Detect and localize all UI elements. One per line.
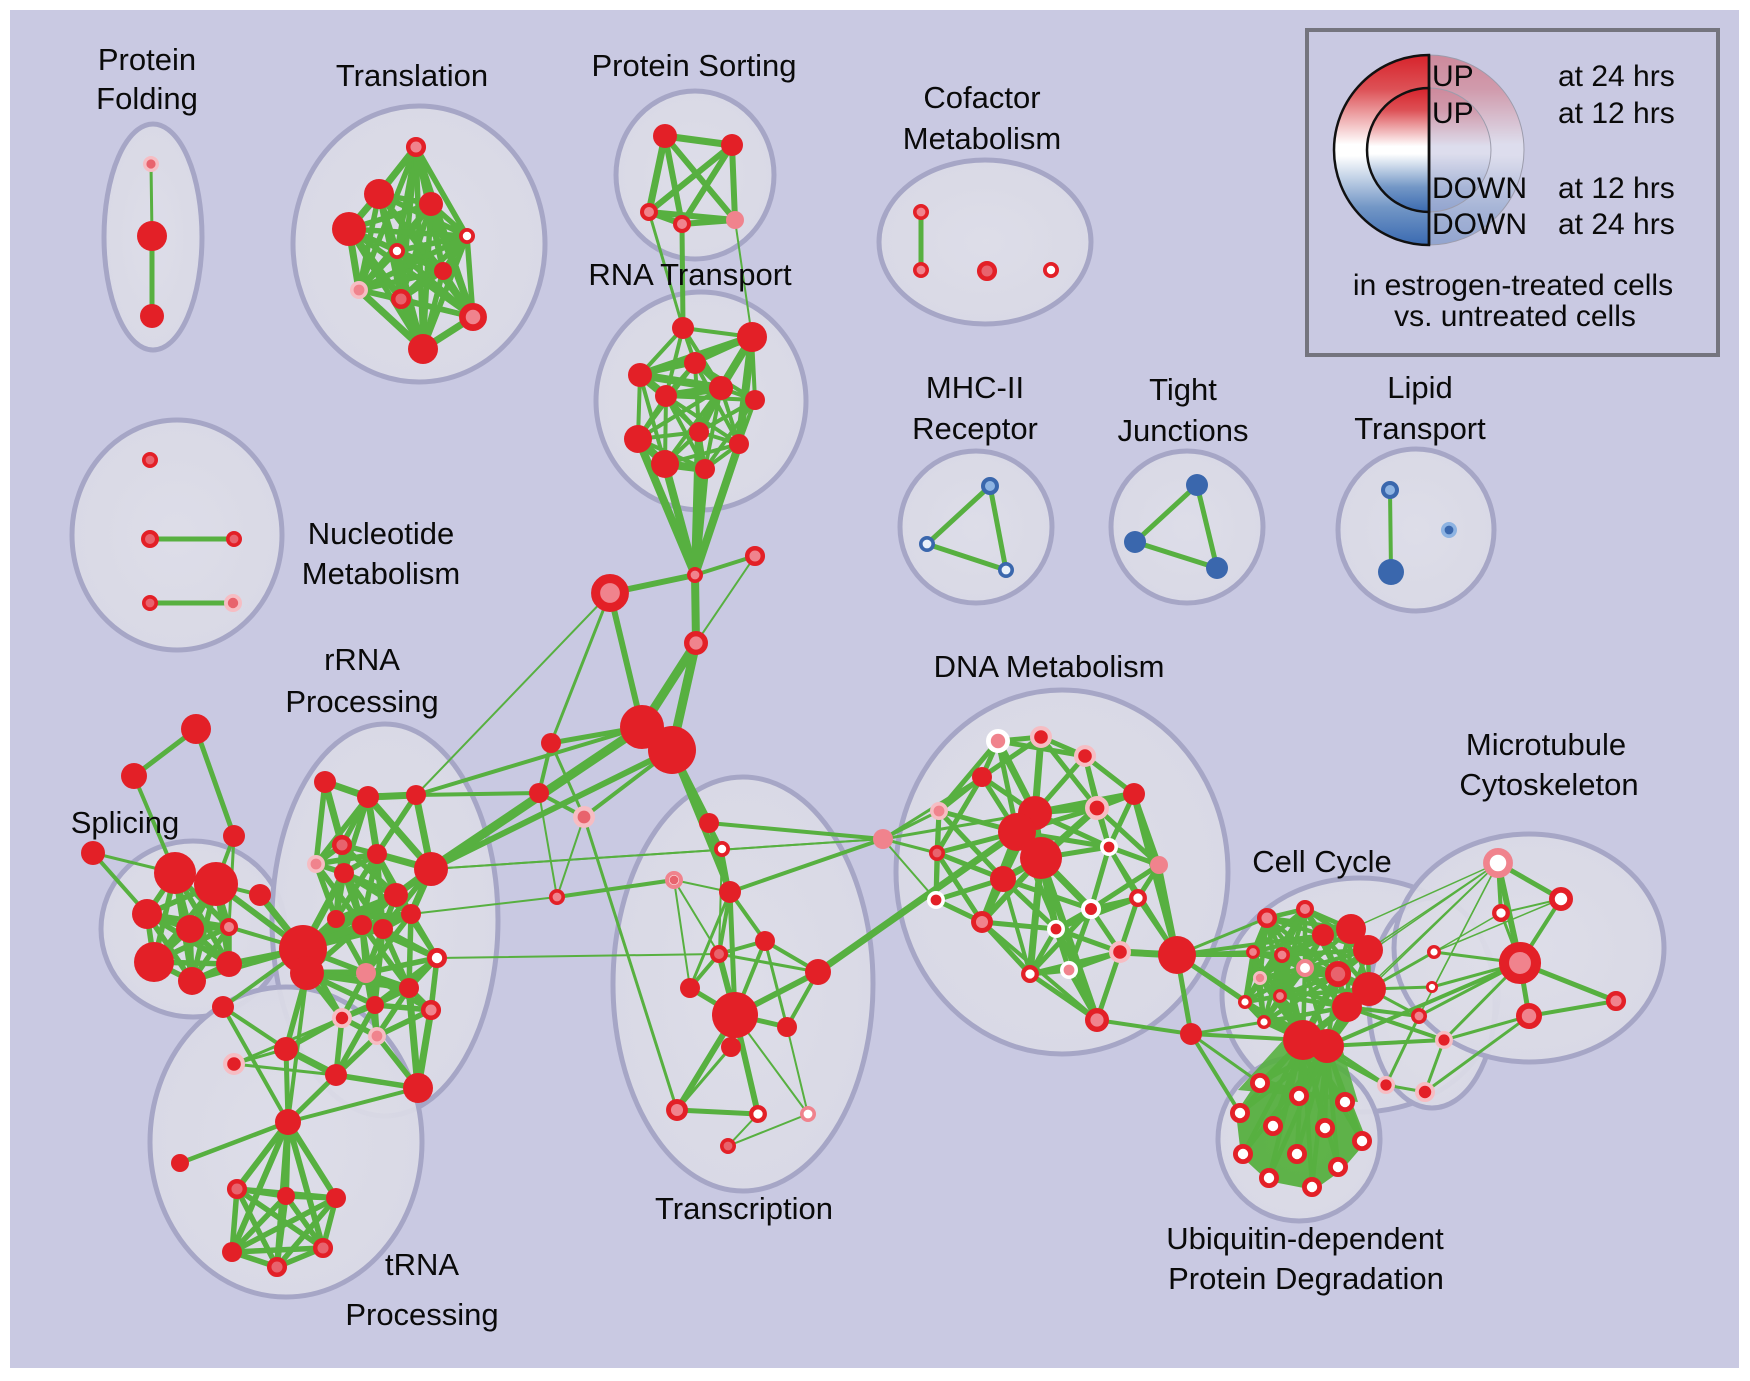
svg-text:Translation: Translation <box>336 58 488 93</box>
svg-text:Tight: Tight <box>1149 372 1217 407</box>
svg-text:Cell Cycle: Cell Cycle <box>1252 844 1392 879</box>
svg-text:vs. untreated cells: vs. untreated cells <box>1394 300 1636 333</box>
svg-text:Ubiquitin-dependent: Ubiquitin-dependent <box>1166 1221 1444 1256</box>
svg-text:Microtubule: Microtubule <box>1466 727 1626 762</box>
svg-text:tRNA: tRNA <box>385 1247 459 1282</box>
svg-text:at 24 hrs: at 24 hrs <box>1558 208 1675 241</box>
svg-text:rRNA: rRNA <box>324 642 400 677</box>
svg-text:Transcription: Transcription <box>655 1191 833 1226</box>
svg-text:in estrogen-treated cells: in estrogen-treated cells <box>1353 269 1673 302</box>
svg-text:at 24 hrs: at 24 hrs <box>1558 60 1675 93</box>
svg-text:Receptor: Receptor <box>912 411 1038 446</box>
svg-text:Junctions: Junctions <box>1118 413 1249 448</box>
svg-text:UP: UP <box>1432 97 1474 130</box>
svg-text:DNA Metabolism: DNA Metabolism <box>934 649 1165 684</box>
svg-text:at 12 hrs: at 12 hrs <box>1558 172 1675 205</box>
svg-text:Metabolism: Metabolism <box>302 556 461 591</box>
svg-text:Folding: Folding <box>96 81 198 116</box>
svg-text:Protein Degradation: Protein Degradation <box>1168 1261 1444 1296</box>
svg-text:Transport: Transport <box>1354 411 1486 446</box>
svg-text:Lipid: Lipid <box>1387 370 1453 405</box>
svg-text:Protein Sorting: Protein Sorting <box>591 48 796 83</box>
svg-text:Cytoskeleton: Cytoskeleton <box>1459 767 1638 802</box>
svg-text:RNA Transport: RNA Transport <box>588 257 792 292</box>
svg-text:MHC-II: MHC-II <box>926 370 1024 405</box>
svg-text:Cofactor: Cofactor <box>923 80 1040 115</box>
svg-text:DOWN: DOWN <box>1432 172 1527 205</box>
svg-text:DOWN: DOWN <box>1432 208 1527 241</box>
svg-text:UP: UP <box>1432 60 1474 93</box>
svg-text:at 12 hrs: at 12 hrs <box>1558 97 1675 130</box>
svg-text:Protein: Protein <box>98 42 196 77</box>
svg-text:Splicing: Splicing <box>71 805 180 840</box>
svg-text:Nucleotide: Nucleotide <box>308 516 454 551</box>
svg-text:Processing: Processing <box>345 1297 498 1332</box>
svg-text:Metabolism: Metabolism <box>903 121 1062 156</box>
svg-text:Processing: Processing <box>285 684 438 719</box>
